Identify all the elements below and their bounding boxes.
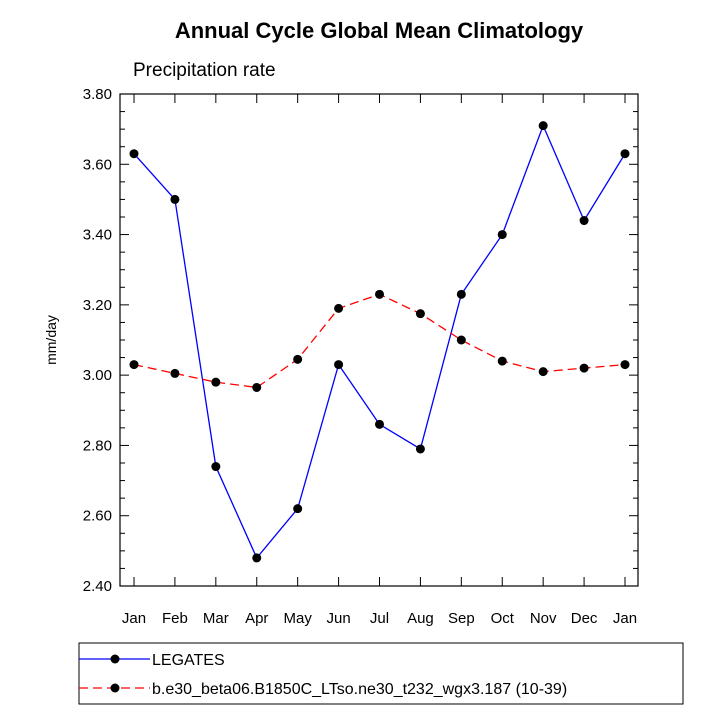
legend-marker-legates	[110, 654, 120, 664]
data-point-series-0	[415, 444, 425, 454]
data-point-series-1	[334, 303, 344, 313]
data-point-series-0	[375, 419, 384, 429]
data-point-series-1	[375, 289, 384, 299]
plot-area: 2.40 2.60 2.80 3.00 3.20 3.40 3.60 3.80 Jan Feb Ma…	[83, 86, 639, 627]
data-point-series-1	[456, 335, 466, 345]
data-point-series-1	[293, 354, 303, 364]
y-tick-label: 3.80	[83, 86, 112, 103]
x-tick-label: Dec	[571, 610, 598, 627]
legend-marker-model	[110, 683, 120, 693]
chart-subtitle: Precipitation rate	[133, 60, 276, 81]
y-tick-label: 2.80	[83, 437, 112, 454]
data-point-series-0	[129, 149, 139, 159]
data-point-series-1	[579, 363, 589, 373]
data-point-series-0	[456, 289, 466, 299]
series-line-1	[133, 293, 626, 389]
data-point-series-1	[211, 377, 221, 387]
y-tick-label: 3.00	[83, 367, 112, 384]
x-tick-label: Oct	[491, 610, 515, 627]
data-point-series-1	[129, 360, 139, 370]
x-tick-label: Jan	[613, 610, 637, 627]
legend: LEGATES b.e30_beta06.B1850C_LTso.ne30_t2…	[78, 642, 684, 705]
x-tick-label: Nov	[530, 610, 557, 627]
y-axis-label: mm/day	[43, 315, 59, 365]
x-tick-label: Sep	[448, 610, 475, 627]
x-tick-label: Jan	[122, 610, 146, 627]
data-point-series-0	[211, 462, 221, 472]
y-tick-label: 3.40	[83, 227, 112, 244]
data-point-series-1	[415, 309, 425, 319]
data-point-series-0	[170, 194, 180, 204]
legend-label-model: b.e30_beta06.B1850C_LTso.ne30_t232_wgx3.…	[152, 681, 567, 698]
x-tick-label: Mar	[203, 610, 229, 627]
data-point-series-1	[497, 356, 507, 366]
y-tick-label: 2.60	[83, 508, 112, 525]
data-point-series-1	[538, 367, 548, 377]
chart-title: Annual Cycle Global Mean Climatology	[175, 18, 584, 43]
x-tick-label: Aug	[407, 610, 434, 627]
data-point-series-0	[620, 149, 630, 159]
data-point-series-0	[334, 360, 344, 370]
data-point-series-0	[497, 230, 507, 240]
x-tick-label: Apr	[245, 610, 268, 627]
data-point-series-1	[252, 382, 262, 392]
legend-box	[78, 642, 684, 705]
data-point-series-0	[252, 553, 262, 563]
data-point-series-1	[620, 360, 630, 370]
x-tick-label: May	[283, 610, 312, 627]
data-point-series-0	[538, 121, 548, 131]
data-point-series-1	[170, 368, 180, 378]
data-point-series-0	[579, 216, 589, 226]
legend-label-legates: LEGATES	[152, 652, 225, 669]
x-tick-label: Jun	[326, 610, 350, 627]
y-tick-label: 3.20	[83, 297, 112, 314]
y-tick-label: 2.40	[83, 578, 112, 595]
y-tick-label: 3.60	[83, 156, 112, 173]
plot-frame	[119, 93, 639, 587]
x-tick-label: Feb	[162, 610, 188, 627]
x-tick-label: Jul	[370, 610, 389, 627]
data-point-series-0	[293, 504, 303, 514]
series-line-0	[133, 123, 626, 560]
